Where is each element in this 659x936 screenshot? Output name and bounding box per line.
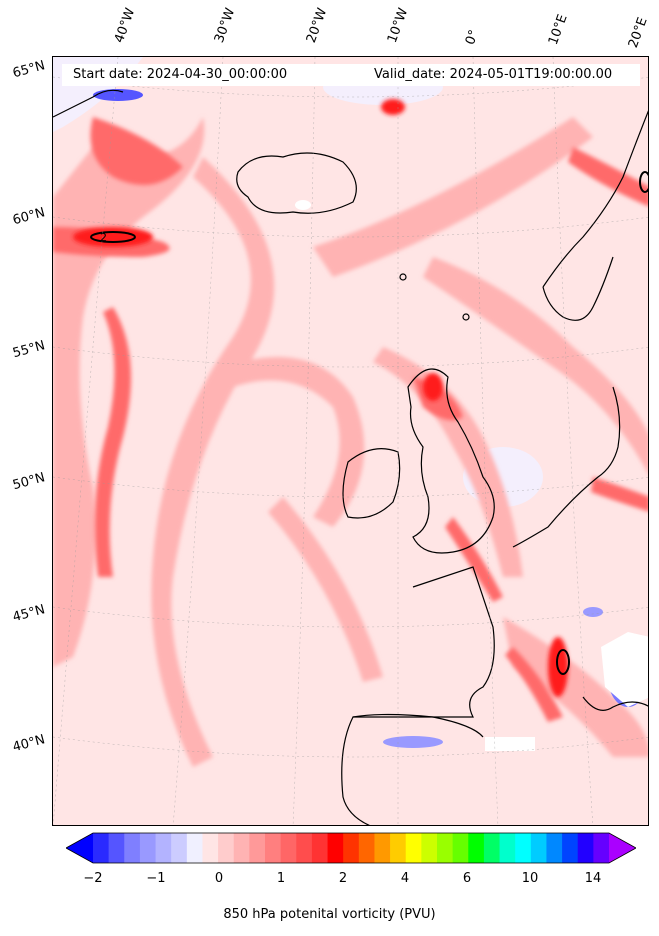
colorbar-swatch	[421, 833, 438, 863]
colorbar-tick-10: 10	[521, 871, 539, 886]
colorbar-swatch	[186, 833, 203, 863]
colorbar-tick-14: 14	[584, 871, 602, 886]
colorbar	[66, 832, 636, 864]
colorbar-tick-2: 2	[338, 871, 348, 886]
graticule	[53, 57, 648, 825]
colorbar-swatch	[562, 833, 579, 863]
colorbar-swatch	[343, 833, 360, 863]
colorbar-swatch	[483, 833, 501, 863]
colorbar-tick-neg2: −2	[83, 871, 103, 886]
colorbar-swatch	[233, 833, 250, 863]
colorbar-swatch	[202, 833, 219, 863]
colorbar-extend-min	[66, 833, 93, 863]
colorbar-swatch	[546, 833, 563, 863]
valid-date-label: Valid_date: 2024-05-01T19:00:00.00	[374, 67, 613, 82]
colorbar-swatch	[296, 833, 313, 863]
colorbar-tick-1: 1	[276, 871, 286, 886]
colorbar-tick-neg1: −1	[146, 871, 166, 886]
colorbar-swatch	[124, 833, 141, 863]
contour-label: 2	[100, 231, 107, 244]
colorbar-swatch	[499, 833, 516, 863]
colorbar-swatch	[139, 833, 157, 863]
colorbar-swatch	[93, 833, 110, 863]
colorbar-swatch	[577, 833, 594, 863]
coastlines	[53, 89, 648, 825]
colorbar-swatch	[265, 833, 282, 863]
map-panel: 2	[52, 56, 649, 826]
lat-label-65n: 65°N	[11, 58, 47, 82]
colorbar-swatch	[468, 833, 485, 863]
colorbar-title: 850 hPa potenital vorticity (PVU)	[223, 907, 436, 922]
colorbar-swatch	[171, 833, 188, 863]
colorbar-swatch	[452, 833, 469, 863]
colorbar-swatch	[155, 833, 172, 863]
colorbar-tick-6: 6	[462, 871, 472, 886]
lon-label-20w: 20°W	[303, 6, 331, 45]
colorbar-swatch	[405, 833, 422, 863]
colorbar-tick-4: 4	[400, 871, 410, 886]
colorbar-extend-max	[609, 833, 636, 863]
colorbar-swatch	[593, 833, 610, 863]
lon-label-0: 0°	[462, 27, 483, 47]
colorbar-outline	[66, 832, 636, 864]
lon-label-40w: 40°W	[111, 6, 139, 45]
colorbar-swatch	[249, 833, 266, 863]
lon-label-10w: 10°W	[384, 6, 412, 45]
lat-label-60n: 60°N	[11, 205, 47, 229]
lon-label-20e: 20°E	[625, 15, 651, 51]
header-bar	[62, 64, 640, 86]
colorbar-tick-0: 0	[214, 871, 224, 886]
lat-label-40n: 40°N	[11, 732, 47, 756]
lon-label-30w: 30°W	[211, 6, 239, 45]
colorbar-swatch	[218, 833, 235, 863]
lat-label-55n: 55°N	[11, 338, 47, 362]
colorbar-swatch	[311, 833, 329, 863]
lat-label-45n: 45°N	[11, 602, 47, 626]
colorbar-swatch	[530, 833, 547, 863]
colorbar-swatch	[390, 833, 407, 863]
colorbar-swatch	[327, 833, 344, 863]
start-date-label: Start date: 2024-04-30_00:00:00	[73, 67, 288, 82]
colorbar-swatch	[374, 833, 391, 863]
colorbar-swatch	[358, 833, 375, 863]
colorbar-swatch	[437, 833, 454, 863]
masked-areas	[295, 200, 648, 751]
colorbar-swatch	[515, 833, 532, 863]
lat-label-50n: 50°N	[11, 470, 47, 494]
pv-field-map: 2	[53, 57, 648, 825]
colorbar-swatch	[108, 833, 125, 863]
colorbar-swatch	[280, 833, 297, 863]
pv-2-contours	[90, 171, 648, 675]
lon-label-10e: 10°E	[545, 12, 571, 48]
